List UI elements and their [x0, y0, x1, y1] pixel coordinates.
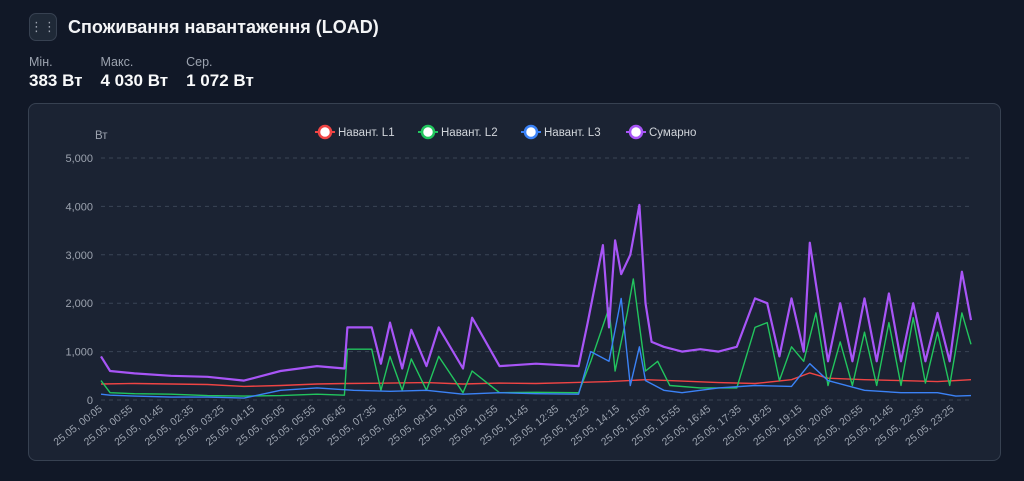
drag-handle-icon[interactable]: ⋮⋮ [29, 13, 57, 41]
series-line-2 [100, 278, 972, 397]
legend-label: Навант. L3 [544, 127, 601, 139]
stat-min: Мін. 383 Вт [29, 55, 82, 91]
chart-card: 0 1,000 2,000 3,000 4,000 5,000 Вт 25.05, 00:05… [28, 103, 1001, 461]
legend-marker [317, 124, 333, 140]
y-axis-unit: Вт [95, 130, 108, 142]
legend-item-4[interactable]: Сумарно [626, 124, 696, 140]
series-line-4 [100, 203, 973, 382]
y-tick-label: 2,000 [65, 298, 93, 310]
stats-row: Мін. 383 Вт Макс. 4 030 Вт Сер. 1 072 Вт [29, 55, 272, 91]
y-tick-label: 4,000 [65, 201, 93, 213]
y-tick-label: 0 [87, 395, 93, 407]
stat-avg-value: 1 072 Вт [186, 71, 254, 90]
header: ⋮⋮ Споживання навантаження (LOAD) [29, 13, 379, 41]
legend-label: Навант. L1 [338, 127, 395, 139]
legend-label: Сумарно [649, 127, 696, 139]
page-title: Споживання навантаження (LOAD) [68, 16, 379, 37]
legend-marker [523, 124, 539, 140]
legend-item-3[interactable]: Навант. L3 [521, 124, 601, 140]
legend-item-2[interactable]: Навант. L2 [418, 124, 498, 140]
y-tick-label: 1,000 [65, 347, 93, 359]
stat-max-label: Макс. [100, 55, 134, 69]
stat-avg: Сер. 1 072 Вт [186, 55, 254, 91]
series-line-3 [100, 297, 972, 399]
legend-marker [628, 124, 644, 140]
stat-min-value: 383 Вт [29, 71, 83, 90]
stat-max: Макс. 4 030 Вт [100, 55, 168, 91]
legend-item-1[interactable]: Навант. L1 [315, 124, 395, 140]
legend-marker [420, 124, 436, 140]
stat-avg-label: Сер. [186, 55, 213, 69]
stat-max-value: 4 030 Вт [100, 71, 169, 90]
legend-label: Навант. L2 [441, 127, 498, 139]
y-tick-label: 5,000 [65, 153, 93, 165]
stat-min-label: Мін. [29, 55, 53, 69]
y-tick-label: 3,000 [65, 250, 93, 262]
